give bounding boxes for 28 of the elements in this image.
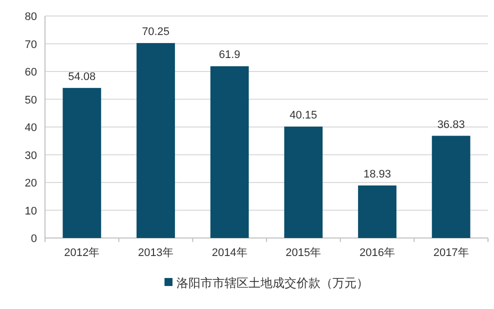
y-tick-label: 70	[24, 38, 37, 51]
bar	[284, 126, 323, 238]
x-tick-label: 2017年	[433, 247, 469, 259]
y-tick-label: 50	[24, 94, 37, 106]
x-tick-label: 2015年	[286, 247, 322, 259]
x-tick-label: 2013年	[138, 247, 174, 259]
data-label: 70.25	[142, 26, 170, 38]
y-tick-label: 40	[24, 122, 37, 134]
x-tick-label: 2012年	[64, 247, 100, 259]
legend-label: 洛阳市市辖区土地成交价款（万元）	[176, 276, 368, 290]
bar	[210, 66, 249, 238]
data-label: 36.83	[437, 118, 465, 131]
y-tick-label: 10	[24, 205, 37, 218]
y-tick-label: 30	[24, 150, 37, 162]
x-tick-label: 2016年	[360, 247, 395, 259]
bar	[62, 88, 102, 238]
bar	[432, 136, 470, 238]
data-label: 61.9	[218, 49, 240, 62]
y-tick-label: 0	[30, 233, 37, 245]
y-tick-label: 20	[24, 178, 37, 190]
x-tick-label: 2014年	[212, 247, 248, 259]
bar	[358, 185, 396, 238]
data-label: 54.08	[68, 70, 96, 83]
data-label: 18.93	[363, 168, 392, 180]
y-tick-label: 80	[24, 11, 37, 23]
y-tick-label: 60	[24, 66, 37, 78]
bar	[136, 43, 175, 238]
data-label: 40.15	[290, 110, 318, 122]
